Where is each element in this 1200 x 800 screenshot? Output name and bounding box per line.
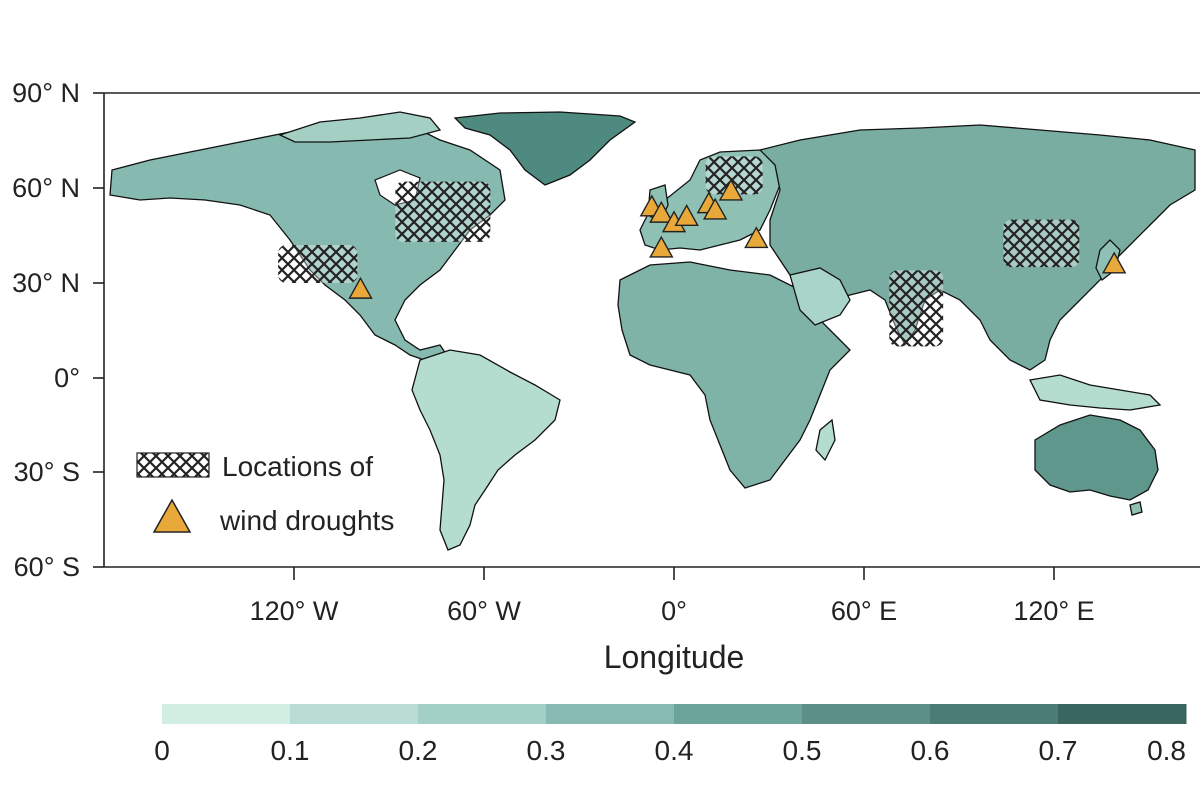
colorbar-segment <box>418 704 547 724</box>
wind-drought-marker <box>718 178 744 201</box>
north-america-landmass <box>109 125 506 363</box>
x-axis-title: Longitude <box>604 639 745 675</box>
wind-drought-marker <box>744 226 769 249</box>
colorbar: 0 0.1 0.2 0.3 0.4 0.5 0.6 0.7 0.8 <box>154 704 1187 766</box>
colorbar-tick-label: 0.7 <box>1039 735 1078 766</box>
colorbar-segment <box>290 704 419 724</box>
hatched-region-northern-china <box>1003 219 1080 268</box>
madagascar-landmass <box>815 418 836 462</box>
colorbar-segment <box>1058 704 1187 724</box>
lon-tick-label: 0° <box>661 596 687 626</box>
colorbar-segment <box>930 704 1059 724</box>
lat-tick-label: 60° S <box>14 552 80 582</box>
hatched-region-scandinavia <box>705 156 763 195</box>
wind-drought-markers <box>348 178 1127 299</box>
colorbar-segment <box>546 704 675 724</box>
map-area <box>103 92 1200 568</box>
longitude-axis: 120° W 60° W 0° 60° E 120° E Longitude <box>250 567 1095 675</box>
wind-drought-marker <box>348 276 373 299</box>
colorbar-segments <box>162 704 1187 724</box>
arabia-landmass <box>789 267 851 326</box>
hatched-region-western-us <box>278 245 358 283</box>
latitude-axis: 90° N 60° N 30° N 0° 30° S 60° S <box>12 78 104 582</box>
lat-tick-label: 0° <box>54 363 80 393</box>
colorbar-segment <box>674 704 803 724</box>
hatched-region-eastern-canada <box>395 181 491 242</box>
colorbar-tick-label: 0 <box>154 735 170 766</box>
wind-drought-marker <box>702 197 728 220</box>
land-layer <box>109 111 1196 551</box>
colorbar-tick-label: 0.5 <box>783 735 822 766</box>
wind-drought-marker <box>649 235 674 258</box>
colorbar-tick-label: 0.1 <box>271 735 310 766</box>
colorbar-tick-label: 0.4 <box>655 735 694 766</box>
tasmania-landmass <box>1129 501 1143 516</box>
southeast-asia-islands <box>1029 374 1162 411</box>
wind-drought-marker <box>649 200 674 223</box>
colorbar-tick-label: 0.3 <box>527 735 566 766</box>
colorbar-tick-label: 0.8 <box>1147 735 1186 766</box>
colorbar-labels: 0 0.1 0.2 0.3 0.4 0.5 0.6 0.7 0.8 <box>154 735 1186 766</box>
south-america-landmass <box>411 349 561 551</box>
hatched-region-india <box>889 270 944 347</box>
africa-landmass <box>617 261 851 489</box>
lon-tick-label: 60° E <box>831 596 897 626</box>
colorbar-segment <box>162 704 291 724</box>
lon-tick-label: 60° W <box>447 596 521 626</box>
wind-drought-marker <box>674 204 699 226</box>
lon-tick-label: 120° W <box>250 596 339 626</box>
greenland-landmass <box>453 111 637 186</box>
australia-landmass <box>1034 414 1159 501</box>
colorbar-segment <box>802 704 931 724</box>
lon-tick-label: 120° E <box>1013 596 1094 626</box>
arctic-islands <box>278 111 442 143</box>
map-legend: Locations of wind droughts <box>136 451 394 536</box>
legend-triangle-marker <box>152 498 192 533</box>
legend-hatch-swatch <box>136 452 210 478</box>
lat-tick-label: 30° S <box>14 457 80 487</box>
lat-tick-label: 60° N <box>12 173 80 203</box>
legend-label-line1: Locations of <box>222 451 373 482</box>
wind-drought-hatched-regions <box>278 156 1080 347</box>
legend-label-line2: wind droughts <box>219 505 394 536</box>
colorbar-tick-label: 0.2 <box>399 735 438 766</box>
wind-drought-marker <box>1101 251 1127 274</box>
lat-tick-label: 90° N <box>12 78 80 108</box>
lat-tick-label: 30° N <box>12 268 80 298</box>
colorbar-tick-label: 0.6 <box>911 735 950 766</box>
